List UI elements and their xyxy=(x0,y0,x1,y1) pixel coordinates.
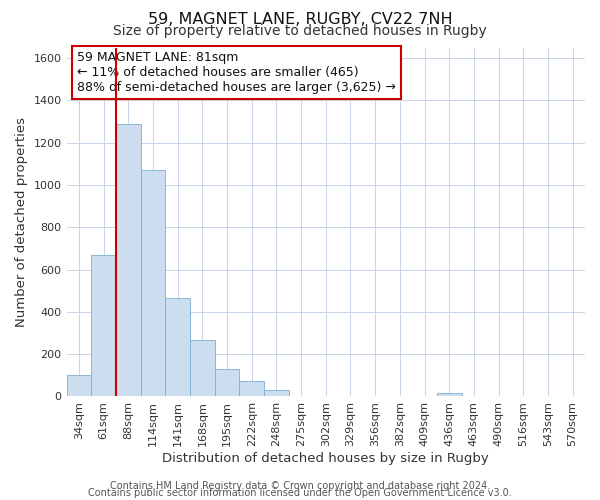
Bar xyxy=(437,394,461,396)
Text: Size of property relative to detached houses in Rugby: Size of property relative to detached ho… xyxy=(113,24,487,38)
Text: 59 MAGNET LANE: 81sqm
← 11% of detached houses are smaller (465)
88% of semi-det: 59 MAGNET LANE: 81sqm ← 11% of detached … xyxy=(77,51,396,94)
Text: 59, MAGNET LANE, RUGBY, CV22 7NH: 59, MAGNET LANE, RUGBY, CV22 7NH xyxy=(148,12,452,28)
Bar xyxy=(67,376,91,396)
Y-axis label: Number of detached properties: Number of detached properties xyxy=(15,117,28,327)
Text: Contains HM Land Registry data © Crown copyright and database right 2024.: Contains HM Land Registry data © Crown c… xyxy=(110,481,490,491)
Bar xyxy=(140,170,165,396)
Bar xyxy=(165,298,190,396)
Bar xyxy=(116,124,140,396)
Bar xyxy=(239,380,264,396)
X-axis label: Distribution of detached houses by size in Rugby: Distribution of detached houses by size … xyxy=(163,452,489,465)
Bar xyxy=(91,255,116,396)
Bar xyxy=(215,369,239,396)
Text: Contains public sector information licensed under the Open Government Licence v3: Contains public sector information licen… xyxy=(88,488,512,498)
Bar xyxy=(264,390,289,396)
Bar xyxy=(190,340,215,396)
